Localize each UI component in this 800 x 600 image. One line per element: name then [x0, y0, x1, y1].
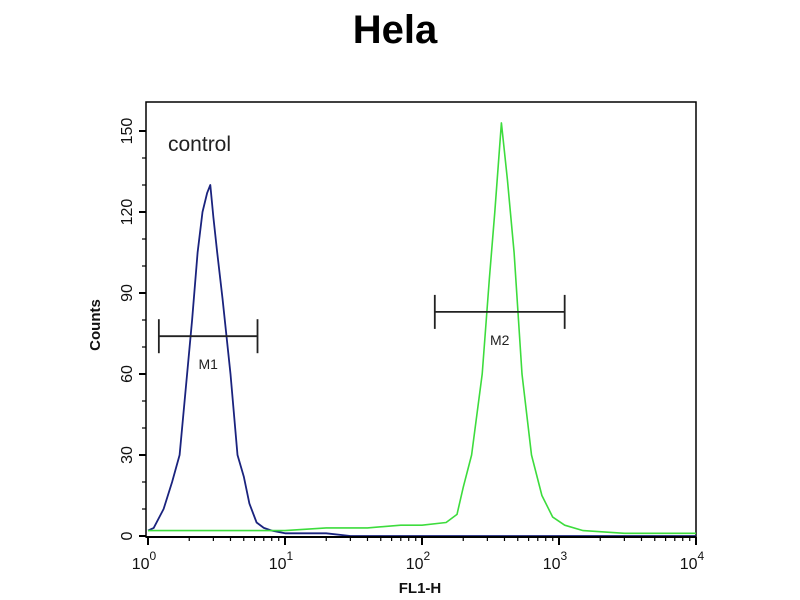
marker-label-M1: M1: [198, 356, 218, 372]
x-tick-label: 103: [543, 549, 568, 573]
x-axis-label: FL1-H: [399, 580, 442, 597]
control-annotation: control: [168, 133, 231, 156]
y-tick-label: 120: [119, 199, 136, 226]
plot-frame: [145, 101, 697, 538]
x-tick-label: 102: [406, 549, 431, 573]
y-tick-label: 90: [119, 284, 136, 302]
y-tick-label: 0: [119, 531, 136, 540]
series-line-2: [148, 122, 696, 535]
y-tick-label: 30: [119, 446, 136, 464]
chart-title: Hela: [352, 8, 438, 52]
y-tick-label: 150: [119, 118, 136, 145]
marker-label-M2: M2: [490, 332, 510, 348]
series-line-1: [147, 184, 696, 537]
y-tick-label: 60: [119, 365, 136, 383]
x-tick-label: 104: [680, 549, 705, 573]
x-tick-label: 101: [269, 549, 294, 573]
x-tick-label: 100: [132, 549, 157, 573]
y-axis-label: Counts: [87, 299, 104, 351]
